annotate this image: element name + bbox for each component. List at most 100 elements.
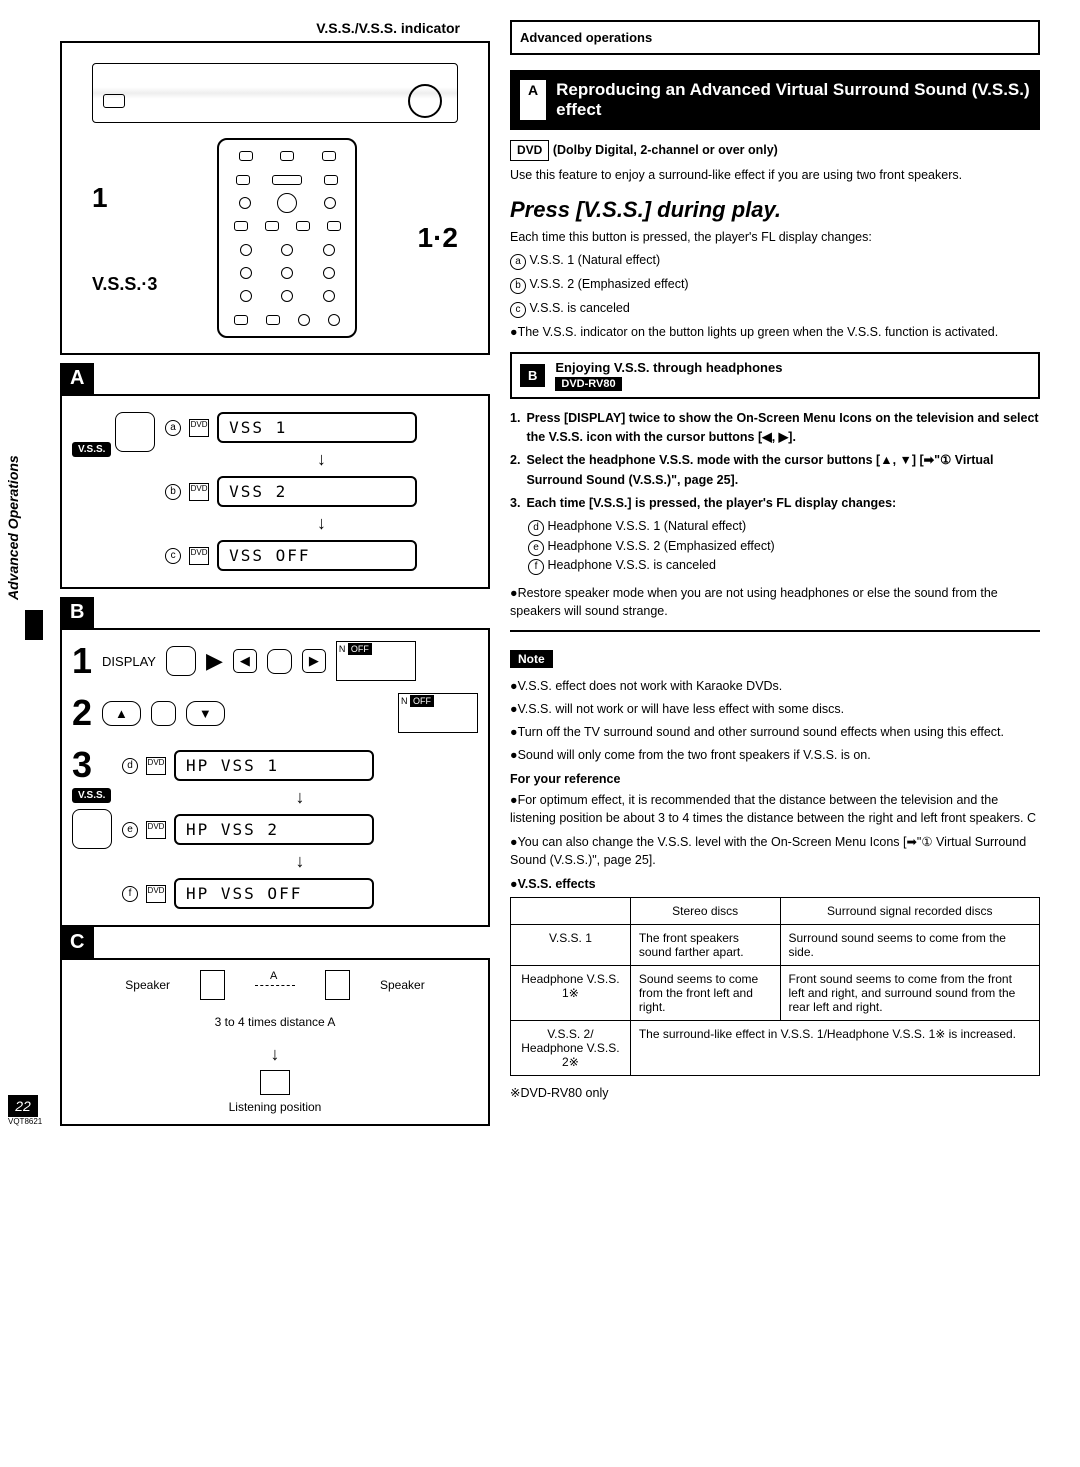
lcd-row-b: b DVD VSS 2	[165, 476, 478, 507]
arrow-down-icon: ↓	[122, 787, 478, 808]
left-icon: ◀	[233, 649, 257, 673]
note-badge: Note	[510, 650, 553, 668]
section-b-box: 1 DISPLAY ▶ ◀ ▶ N OFF 2 ▲ ▼ N OFF	[60, 628, 490, 927]
section-c-letter: C	[60, 927, 94, 958]
vss-badge-a: V.S.S.	[72, 442, 111, 457]
table-row: V.S.S. 1 The front speakers sound farthe…	[511, 924, 1040, 965]
speaker-icon	[325, 970, 350, 1000]
lcd-f: HP VSS OFF	[174, 878, 374, 909]
circ-e: e	[122, 822, 138, 838]
listening-label: Listening position	[72, 1100, 478, 1114]
hand-icon	[267, 649, 292, 674]
lcd-d: HP VSS 1	[174, 750, 374, 781]
intro-text: Use this feature to enjoy a surround-lik…	[510, 166, 1040, 184]
th-1: Stereo discs	[630, 897, 780, 924]
press-item-b: b V.S.S. 2 (Emphasized effect)	[510, 275, 1040, 294]
distance-label: 3 to 4 times distance A	[72, 1015, 478, 1029]
lcd-row-e: e DVD HP VSS 2	[122, 814, 478, 845]
press-item-a: a V.S.S. 1 (Natural effect)	[510, 251, 1040, 270]
indicator-label: V.S.S./V.S.S. indicator	[60, 20, 490, 36]
press-item-c: c V.S.S. is canceled	[510, 299, 1040, 318]
ref-heading: For your reference	[510, 772, 1040, 786]
dvd-rv80-badge: DVD-RV80	[555, 377, 621, 391]
lcd-row-a: a DVD VSS 1	[165, 412, 478, 443]
note-3: ●Turn off the TV surround sound and othe…	[510, 723, 1040, 741]
step-1: 1	[72, 640, 92, 682]
td: The surround-like effect in V.S.S. 1/Hea…	[630, 1020, 1039, 1075]
td: Surround sound seems to come from the si…	[780, 924, 1040, 965]
device-remote-diagram: 1 V.S.S.·3 1·2	[60, 41, 490, 355]
right-icon: ▶	[302, 649, 326, 673]
th-0	[511, 897, 631, 924]
vss-badge-b: V.S.S.	[72, 788, 111, 803]
circ-b: b	[165, 484, 181, 500]
circ-d: d	[122, 758, 138, 774]
header-text: Reproducing an Advanced Virtual Surround…	[556, 80, 1030, 120]
press-heading: Press [V.S.S.] during play.	[510, 197, 1040, 223]
dvd-icon: DVD	[146, 885, 166, 903]
lcd-row-d: d DVD HP VSS 1	[122, 750, 478, 781]
speaker-label-r: Speaker	[380, 978, 425, 992]
table-row: V.S.S. 2/ Headphone V.S.S. 2※ The surrou…	[511, 1020, 1040, 1075]
dvd-icon: DVD	[146, 757, 166, 775]
ref-1: ●For optimum effect, it is recommended t…	[510, 791, 1040, 827]
step3-sub-d: d Headphone V.S.S. 1 (Natural effect)	[528, 517, 1040, 536]
ref-2: ●You can also change the V.S.S. level wi…	[510, 833, 1040, 869]
side-tab: Advanced Operations	[5, 455, 21, 600]
arrow-down-icon: ↓	[165, 449, 478, 470]
step3-sub-f: f Headphone V.S.S. is canceled	[528, 556, 1040, 575]
step-1-text: Press [DISPLAY] twice to show the On-Scr…	[526, 409, 1040, 448]
hand-icon	[151, 701, 176, 726]
restore-text: ●Restore speaker mode when you are not u…	[510, 584, 1040, 620]
effects-label: ●V.S.S. effects	[510, 877, 1040, 891]
th-2: Surround signal recorded discs	[780, 897, 1040, 924]
hand-icon	[72, 809, 112, 849]
step-2: 2	[72, 692, 92, 734]
lcd-row-f: f DVD HP VSS OFF	[122, 878, 478, 909]
lcd-e: HP VSS 2	[174, 814, 374, 845]
footnote: ※DVD-RV80 only	[510, 1084, 1040, 1102]
speaker-icon	[200, 970, 225, 1000]
td: Front sound seems to come from the front…	[780, 965, 1040, 1020]
page-number: 22 VQT8621	[8, 1095, 38, 1126]
header-letter-a: A	[520, 80, 546, 120]
lcd-b: VSS 2	[217, 476, 417, 507]
lcd-c: VSS OFF	[217, 540, 417, 571]
arrow-down-icon: ↓	[122, 851, 478, 872]
subbox-text: Enjoying V.S.S. through headphones	[555, 360, 782, 375]
td: Sound seems to come from the front left …	[630, 965, 780, 1020]
remote-drawing	[217, 138, 357, 338]
section-a-box: V.S.S. a DVD VSS 1 ↓ b DVD VSS 2 ↓	[60, 394, 490, 589]
dvd-icon: DVD	[146, 821, 166, 839]
player-drawing	[92, 63, 458, 123]
dvd-line: DVD (Dolby Digital, 2-channel or over on…	[510, 140, 1040, 161]
step3-sub-e: e Headphone V.S.S. 2 (Emphasized effect)	[528, 537, 1040, 556]
dvd-icon: DVD	[189, 419, 209, 437]
dvd-badge: DVD	[510, 140, 549, 161]
lcd-row-c: c DVD VSS OFF	[165, 540, 478, 571]
td: V.S.S. 1	[511, 924, 631, 965]
arrow-down-icon: ↓	[165, 513, 478, 534]
note-2: ●V.S.S. will not work or will have less …	[510, 700, 1040, 718]
steps-list: 1.Press [DISPLAY] twice to show the On-S…	[510, 409, 1040, 576]
note-1: ●V.S.S. effect does not work with Karaok…	[510, 677, 1040, 695]
hand-icon	[166, 646, 196, 676]
section-b-letter: B	[60, 597, 94, 628]
circ-f: f	[122, 886, 138, 902]
callout-1-2: 1·2	[418, 222, 458, 254]
mini-display-2: N OFF	[398, 693, 478, 733]
arrow-down-icon: ↓	[72, 1044, 478, 1065]
hand-icon	[115, 412, 155, 452]
table-header-row: Stereo discs Surround signal recorded di…	[511, 897, 1040, 924]
section-a-letter: A	[60, 363, 94, 394]
indicator-note: ●The V.S.S. indicator on the button ligh…	[510, 323, 1040, 341]
section-c-box: Speaker A Speaker 3 to 4 times distance …	[60, 958, 490, 1126]
circ-c: c	[165, 548, 181, 564]
listening-icon	[260, 1070, 290, 1095]
lcd-a: VSS 1	[217, 412, 417, 443]
callout-vss3: V.S.S.·3	[92, 274, 157, 295]
subbox-letter: B	[520, 364, 545, 387]
adv-ops-header: Advanced operations	[510, 20, 1040, 55]
press-desc: Each time this button is pressed, the pl…	[510, 228, 1040, 246]
step-2-text: Select the headphone V.S.S. mode with th…	[526, 451, 1040, 490]
